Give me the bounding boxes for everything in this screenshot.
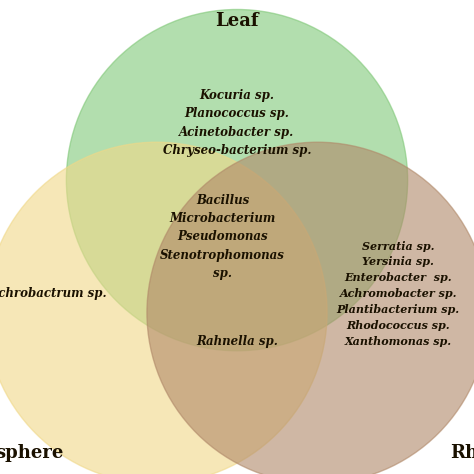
Text: Rahnella sp.: Rahnella sp.	[196, 335, 278, 348]
Circle shape	[0, 142, 327, 474]
Text: Leaf: Leaf	[215, 12, 259, 30]
Text: Serratia sp.
Yersinia sp.
Enterobacter  sp.
Achromobacter sp.
Plantibacterium sp: Serratia sp. Yersinia sp. Enterobacter s…	[337, 240, 460, 347]
Text: sphere: sphere	[0, 444, 64, 462]
Circle shape	[66, 9, 408, 351]
Circle shape	[147, 142, 474, 474]
Text: Rh: Rh	[451, 444, 474, 462]
Text: Bacillus
Microbacterium
Pseudomonas
Stenotrophomonas
sp.: Bacillus Microbacterium Pseudomonas Sten…	[160, 193, 285, 281]
Text: Ochrobactrum sp.: Ochrobactrum sp.	[0, 287, 107, 301]
Text: Kocuria sp.
Planococcus sp.
Acinetobacter sp.
Chryseo­bacterium sp.: Kocuria sp. Planococcus sp. Acinetobacte…	[163, 89, 311, 157]
